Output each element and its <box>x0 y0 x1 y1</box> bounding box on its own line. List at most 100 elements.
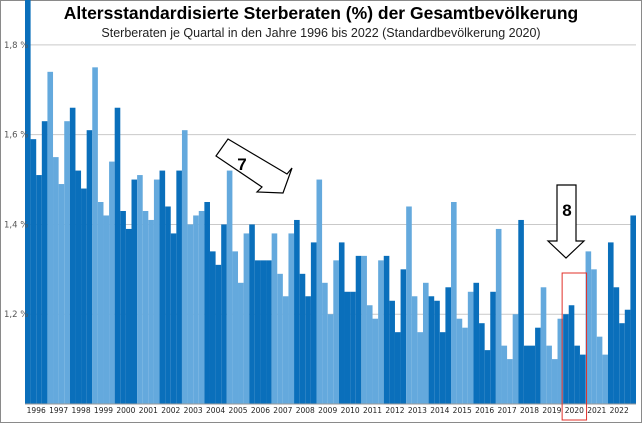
bar <box>69 107 76 404</box>
arrow-8 <box>546 184 586 259</box>
x-tick-label: 1996 <box>27 406 46 415</box>
x-tick-label: 2013 <box>408 406 427 415</box>
bar <box>114 107 121 404</box>
bar <box>557 318 564 404</box>
bar <box>551 359 558 404</box>
bars <box>25 0 636 405</box>
bar <box>462 327 468 404</box>
x-tick-label: 2016 <box>475 406 494 415</box>
bar <box>310 242 317 404</box>
bar <box>451 202 457 404</box>
arrow-7 <box>215 138 293 194</box>
bar <box>165 206 171 404</box>
bar <box>338 242 345 404</box>
bar <box>607 242 614 404</box>
x-tick-label: 2001 <box>139 406 158 415</box>
bar <box>271 233 278 404</box>
x-tick-label: 2002 <box>161 406 180 415</box>
bar <box>529 345 536 404</box>
x-tick-label: 2005 <box>228 406 247 415</box>
x-tick-label: 2000 <box>116 406 135 415</box>
chart-subtitle: Sterberaten je Quartal in den Jahre 1996… <box>101 26 541 40</box>
bar <box>535 327 541 404</box>
bar <box>193 215 199 404</box>
bar <box>417 332 423 404</box>
annotation-label-8: 8 <box>562 201 571 220</box>
x-tick-label: 2007 <box>273 406 292 415</box>
bar <box>75 170 82 404</box>
bar <box>456 318 463 404</box>
bar <box>585 251 592 404</box>
bar <box>266 260 272 404</box>
bar <box>434 300 440 404</box>
bar <box>58 184 65 404</box>
bar <box>568 305 575 404</box>
x-tick-label: 2003 <box>184 406 203 415</box>
bar <box>361 255 367 404</box>
bar <box>125 228 132 404</box>
bar <box>198 210 205 404</box>
bar <box>131 179 138 404</box>
axes: 1,2 % 1,4 % 1,6 % 1,8 % 1996 1997 1998 1999 2000… <box>4 41 636 415</box>
bar <box>92 67 98 404</box>
bar <box>97 202 104 404</box>
bar <box>86 130 93 404</box>
x-tick-label: 2017 <box>498 406 517 415</box>
bar <box>254 260 261 404</box>
bar <box>159 170 166 404</box>
x-tick-label: 2020 <box>565 406 584 415</box>
x-tick-label: 2008 <box>296 406 315 415</box>
x-tick-label: 2012 <box>385 406 404 415</box>
x-tick-label: 2009 <box>318 406 337 415</box>
x-tick-label: 2010 <box>341 406 360 415</box>
bar <box>366 305 373 404</box>
chart-title: Altersstandardisierte Sterberaten (%) de… <box>63 3 579 23</box>
bar <box>282 296 289 404</box>
bar <box>394 332 401 404</box>
bar <box>299 273 306 404</box>
bar <box>563 314 569 404</box>
bar <box>260 260 267 404</box>
bar <box>47 71 54 405</box>
bar <box>439 332 446 404</box>
bar <box>473 282 480 404</box>
x-tick-label: 1997 <box>49 406 68 415</box>
annotations: 78 <box>215 138 588 421</box>
x-tick-label: 1999 <box>94 406 113 415</box>
bar <box>400 269 407 404</box>
bar <box>540 287 547 404</box>
bar <box>288 233 295 404</box>
bar <box>501 345 508 404</box>
x-tick-label: 2014 <box>430 406 449 415</box>
bar <box>495 228 502 404</box>
bar <box>344 291 351 404</box>
y-tick-label: 1,2 % <box>4 310 28 320</box>
bar <box>355 255 362 404</box>
bar <box>209 251 216 404</box>
annotation-label-7: 7 <box>237 155 246 174</box>
x-tick-label: 2019 <box>542 406 561 415</box>
bar <box>406 206 412 404</box>
x-tick-label: 2015 <box>453 406 472 415</box>
bar <box>238 282 244 404</box>
bar <box>142 210 149 404</box>
x-tick-label: 1998 <box>72 406 91 415</box>
bar <box>422 282 429 404</box>
bar <box>153 179 160 404</box>
bar <box>327 314 334 404</box>
bar <box>226 170 233 404</box>
bar <box>619 323 625 404</box>
bar <box>596 336 603 404</box>
bar <box>512 314 519 404</box>
bar <box>109 161 115 404</box>
bar <box>411 296 418 404</box>
bar <box>148 219 154 404</box>
bar <box>36 175 42 404</box>
bar <box>204 202 210 404</box>
bar <box>187 224 194 404</box>
bar <box>41 121 48 404</box>
x-tick-label: 2021 <box>587 406 606 415</box>
bar <box>232 251 239 404</box>
y-tick-label: 1,8 % <box>4 41 28 51</box>
